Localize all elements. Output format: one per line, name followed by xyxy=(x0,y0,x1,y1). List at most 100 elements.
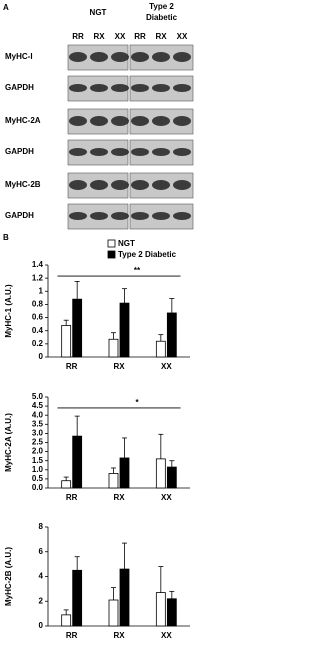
y-tick-label: 0 xyxy=(39,352,44,361)
y-tick-label: 2.0 xyxy=(32,447,44,456)
band xyxy=(131,116,149,126)
band xyxy=(131,84,149,92)
band xyxy=(173,148,191,156)
band xyxy=(152,212,170,220)
bar xyxy=(166,466,177,489)
band xyxy=(69,180,87,190)
legend-label: Type 2 Diabetic xyxy=(118,250,177,259)
row-label: MyHC-2B xyxy=(5,180,41,189)
lane-label: XX xyxy=(177,32,188,41)
row-label: GAPDH xyxy=(5,147,34,156)
y-tick-label: 4 xyxy=(39,572,44,581)
band xyxy=(111,52,129,62)
x-tick-label: RR xyxy=(66,362,78,371)
y-tick-label: 1.0 xyxy=(32,465,44,474)
band xyxy=(90,148,108,156)
band xyxy=(69,116,87,126)
y-tick-label: 8 xyxy=(39,522,44,531)
lane-label: RX xyxy=(93,32,105,41)
y-tick-label: 6 xyxy=(39,547,44,556)
lane-label: RR xyxy=(72,32,84,41)
row-label: MyHC-I xyxy=(5,52,33,61)
band xyxy=(69,148,87,156)
y-axis-label: MyHC-1 (A.U.) xyxy=(4,284,13,338)
error-bar xyxy=(169,460,175,468)
y-tick-label: 4.5 xyxy=(32,401,44,410)
bar xyxy=(166,312,177,358)
error-bar xyxy=(169,298,175,313)
bar xyxy=(155,592,166,627)
x-tick-label: RX xyxy=(113,631,125,640)
bar xyxy=(108,599,119,627)
y-tick-label: 2 xyxy=(39,596,44,605)
bar xyxy=(119,568,130,627)
group-label: NGT xyxy=(90,8,107,17)
band xyxy=(111,212,129,220)
y-tick-label: 0 xyxy=(39,621,44,630)
band xyxy=(152,180,170,190)
error-bar xyxy=(63,319,69,326)
band xyxy=(90,116,108,126)
y-tick-label: 0.4 xyxy=(32,326,44,335)
significance-label: * xyxy=(135,398,139,407)
error-bar xyxy=(122,542,127,570)
lane-label: XX xyxy=(115,32,126,41)
y-tick-label: 5.0 xyxy=(32,392,44,401)
band xyxy=(131,52,149,62)
y-tick-label: 1.4 xyxy=(32,260,44,269)
bar xyxy=(61,614,72,627)
y-tick-label: 1.5 xyxy=(32,456,44,465)
band xyxy=(152,116,170,126)
y-tick-label: 3.0 xyxy=(32,429,44,438)
bar xyxy=(166,598,177,627)
bar xyxy=(119,457,130,489)
y-tick-label: 4.0 xyxy=(32,410,44,419)
legend-label: NGT xyxy=(118,239,135,248)
y-axis-label: MyHC-2A (A.U.) xyxy=(4,413,13,472)
error-bar xyxy=(74,281,80,300)
group-label: Type 2 xyxy=(149,2,174,11)
legend-swatch xyxy=(107,250,116,259)
error-bar xyxy=(74,556,80,571)
band xyxy=(111,180,129,190)
band xyxy=(152,148,170,156)
y-tick-label: 0.6 xyxy=(32,313,44,322)
figure: A NGT RR RX XX Type 2 Diabetic RR RX XX MyHC-I GAPD… xyxy=(3,2,194,640)
band xyxy=(111,116,129,126)
panel-label: B xyxy=(3,233,9,242)
band xyxy=(173,52,191,62)
bar xyxy=(61,480,72,489)
x-tick-label: XX xyxy=(161,362,172,371)
band xyxy=(90,84,108,92)
x-tick-label: XX xyxy=(161,493,172,502)
x-tick-label: RX xyxy=(113,362,125,371)
significance-label: ** xyxy=(134,266,141,275)
band xyxy=(69,212,87,220)
band xyxy=(69,52,87,62)
bar xyxy=(155,458,166,489)
band xyxy=(173,212,191,220)
band xyxy=(69,84,87,92)
y-axis-label: MyHC-2B (A.U.) xyxy=(4,547,13,606)
error-bar xyxy=(158,433,164,459)
band xyxy=(152,52,170,62)
bar xyxy=(108,338,119,358)
y-tick-label: 3.5 xyxy=(32,419,44,428)
row-label: GAPDH xyxy=(5,83,34,92)
band xyxy=(90,52,108,62)
y-tick-label: 0.2 xyxy=(32,339,44,348)
error-bar xyxy=(169,590,175,599)
band xyxy=(131,212,149,220)
error-bar xyxy=(63,609,69,615)
error-bar xyxy=(122,288,127,304)
band xyxy=(173,84,191,92)
lane-label: RR xyxy=(134,32,146,41)
error-bar xyxy=(158,334,164,342)
y-tick-label: 1.2 xyxy=(32,273,44,282)
y-tick-label: 0.8 xyxy=(32,300,44,309)
y-tick-label: 0.5 xyxy=(32,474,44,483)
x-tick-label: RX xyxy=(113,493,125,502)
bar xyxy=(72,298,83,358)
x-tick-label: XX xyxy=(161,631,172,640)
panel-label: A xyxy=(3,3,9,12)
